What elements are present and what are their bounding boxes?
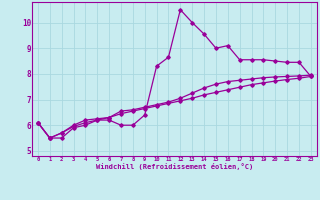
X-axis label: Windchill (Refroidissement éolien,°C): Windchill (Refroidissement éolien,°C): [96, 163, 253, 170]
